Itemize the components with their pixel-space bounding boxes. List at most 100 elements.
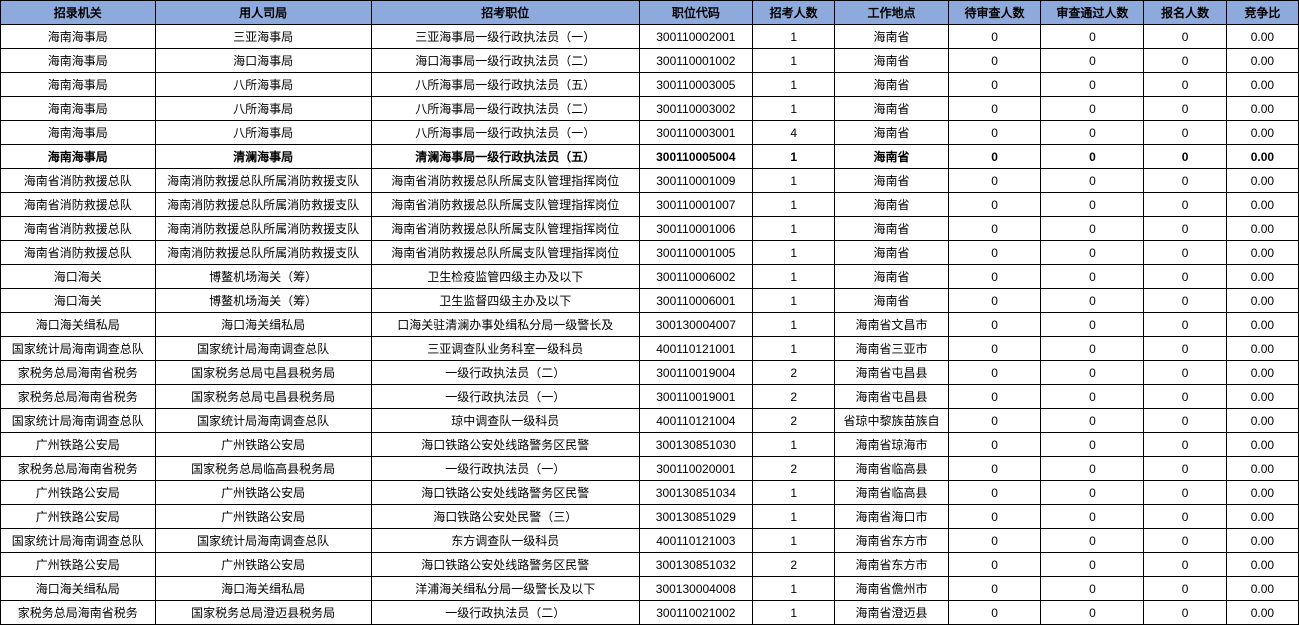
cell: 0.00 bbox=[1226, 241, 1298, 265]
cell: 0.00 bbox=[1226, 433, 1298, 457]
cell: 海南海事局 bbox=[1, 49, 156, 73]
cell: 一级行政执法员（一） bbox=[371, 457, 639, 481]
cell: 0.00 bbox=[1226, 289, 1298, 313]
cell: 0 bbox=[1144, 457, 1226, 481]
cell: 0.00 bbox=[1226, 265, 1298, 289]
cell: 300110001009 bbox=[639, 169, 752, 193]
table-row: 海口海关缉私局海口海关缉私局洋浦海关缉私分局一级警长及以下30013000400… bbox=[1, 577, 1299, 601]
cell: 广州铁路公安局 bbox=[155, 505, 371, 529]
cell: 1 bbox=[752, 313, 834, 337]
cell: 0.00 bbox=[1226, 385, 1298, 409]
cell: 国家统计局海南调查总队 bbox=[155, 337, 371, 361]
cell: 0 bbox=[948, 25, 1041, 49]
cell: 广州铁路公安局 bbox=[155, 553, 371, 577]
cell: 国家税务总局临高县税务局 bbox=[155, 457, 371, 481]
table-header-row: 招录机关用人司局招考职位职位代码招考人数工作地点待审查人数审查通过人数报名人数竞… bbox=[1, 1, 1299, 25]
cell: 1 bbox=[752, 241, 834, 265]
cell: 0 bbox=[948, 337, 1041, 361]
cell: 1 bbox=[752, 169, 834, 193]
cell: 海南省 bbox=[835, 97, 948, 121]
col-header-3: 职位代码 bbox=[639, 1, 752, 25]
col-header-8: 报名人数 bbox=[1144, 1, 1226, 25]
cell: 0 bbox=[948, 49, 1041, 73]
cell: 卫生监督四级主办及以下 bbox=[371, 289, 639, 313]
cell: 家税务总局海南省税务 bbox=[1, 457, 156, 481]
cell: 八所海事局一级行政执法员（一） bbox=[371, 121, 639, 145]
cell: 家税务总局海南省税务 bbox=[1, 361, 156, 385]
cell: 海南省东方市 bbox=[835, 553, 948, 577]
cell: 1 bbox=[752, 289, 834, 313]
cell: 0 bbox=[1041, 337, 1144, 361]
cell: 三亚调查队业务科室一级科员 bbox=[371, 337, 639, 361]
cell: 300110019004 bbox=[639, 361, 752, 385]
cell: 0 bbox=[1041, 49, 1144, 73]
cell: 0 bbox=[1144, 49, 1226, 73]
cell: 300110002001 bbox=[639, 25, 752, 49]
cell: 0 bbox=[948, 505, 1041, 529]
table-row: 国家统计局海南调查总队国家统计局海南调查总队琼中调查队一级科员400110121… bbox=[1, 409, 1299, 433]
cell: 0 bbox=[948, 385, 1041, 409]
table-row: 海南海事局三亚海事局三亚海事局一级行政执法员（一）3001100020011海南… bbox=[1, 25, 1299, 49]
cell: 0 bbox=[1144, 361, 1226, 385]
cell: 国家统计局海南调查总队 bbox=[1, 409, 156, 433]
cell: 300110021002 bbox=[639, 601, 752, 625]
cell: 0 bbox=[948, 313, 1041, 337]
cell: 2 bbox=[752, 385, 834, 409]
cell: 0 bbox=[1041, 505, 1144, 529]
cell: 1 bbox=[752, 433, 834, 457]
cell: 400110121001 bbox=[639, 337, 752, 361]
cell: 海南省屯昌县 bbox=[835, 361, 948, 385]
cell: 0 bbox=[1144, 121, 1226, 145]
cell: 0.00 bbox=[1226, 193, 1298, 217]
col-header-5: 工作地点 bbox=[835, 1, 948, 25]
col-header-7: 审查通过人数 bbox=[1041, 1, 1144, 25]
table-row: 国家统计局海南调查总队国家统计局海南调查总队三亚调查队业务科室一级科员40011… bbox=[1, 337, 1299, 361]
cell: 广州铁路公安局 bbox=[1, 505, 156, 529]
cell: 0 bbox=[1144, 241, 1226, 265]
cell: 家税务总局海南省税务 bbox=[1, 385, 156, 409]
cell: 0 bbox=[1144, 409, 1226, 433]
col-header-9: 竞争比 bbox=[1226, 1, 1298, 25]
cell: 0 bbox=[1144, 169, 1226, 193]
cell: 300110001006 bbox=[639, 217, 752, 241]
cell: 广州铁路公安局 bbox=[1, 553, 156, 577]
cell: 300110001002 bbox=[639, 49, 752, 73]
cell: 0.00 bbox=[1226, 529, 1298, 553]
cell: 海南省消防救援总队 bbox=[1, 193, 156, 217]
cell: 海南省消防救援总队所属支队管理指挥岗位 bbox=[371, 241, 639, 265]
cell: 海口海关缉私局 bbox=[1, 313, 156, 337]
cell: 1 bbox=[752, 145, 834, 169]
cell: 海口海事局 bbox=[155, 49, 371, 73]
cell: 海南省消防救援总队所属支队管理指挥岗位 bbox=[371, 193, 639, 217]
table-row: 家税务总局海南省税务国家税务总局屯昌县税务局一级行政执法员（二）30011001… bbox=[1, 361, 1299, 385]
cell: 0 bbox=[1041, 601, 1144, 625]
cell: 0 bbox=[948, 553, 1041, 577]
cell: 1 bbox=[752, 505, 834, 529]
cell: 300130004008 bbox=[639, 577, 752, 601]
cell: 0.00 bbox=[1226, 505, 1298, 529]
cell: 0 bbox=[1041, 385, 1144, 409]
cell: 1 bbox=[752, 217, 834, 241]
cell: 海南省 bbox=[835, 241, 948, 265]
cell: 4 bbox=[752, 121, 834, 145]
cell: 海南省儋州市 bbox=[835, 577, 948, 601]
cell: 海南省海口市 bbox=[835, 505, 948, 529]
col-header-6: 待审查人数 bbox=[948, 1, 1041, 25]
cell: 0.00 bbox=[1226, 25, 1298, 49]
cell: 琼中调查队一级科员 bbox=[371, 409, 639, 433]
cell: 海南消防救援总队所属消防救援支队 bbox=[155, 241, 371, 265]
table-row: 广州铁路公安局广州铁路公安局海口铁路公安处线路警务区民警300130851030… bbox=[1, 433, 1299, 457]
cell: 0.00 bbox=[1226, 121, 1298, 145]
cell: 0 bbox=[948, 217, 1041, 241]
cell: 海口海关缉私局 bbox=[155, 313, 371, 337]
cell: 0.00 bbox=[1226, 409, 1298, 433]
cell: 海南省 bbox=[835, 25, 948, 49]
cell: 300110003002 bbox=[639, 97, 752, 121]
cell: 1 bbox=[752, 481, 834, 505]
cell: 海口海事局一级行政执法员（二） bbox=[371, 49, 639, 73]
cell: 0 bbox=[1041, 313, 1144, 337]
table-row: 海南海事局八所海事局八所海事局一级行政执法员（二）3001100030021海南… bbox=[1, 97, 1299, 121]
cell: 海南省屯昌县 bbox=[835, 385, 948, 409]
cell: 0 bbox=[948, 529, 1041, 553]
cell: 海口铁路公安处线路警务区民警 bbox=[371, 433, 639, 457]
